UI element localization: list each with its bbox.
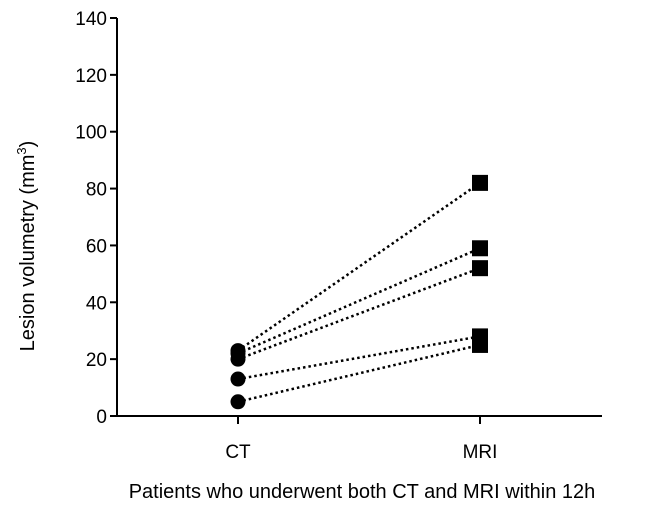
y-axis-title-text: Lesion volumetry (mm — [17, 155, 39, 352]
ct-point — [230, 351, 246, 367]
y-tick-label: 100 — [75, 123, 107, 144]
ct-point — [230, 371, 246, 387]
pair-lines — [237, 181, 481, 404]
y-axis-title-suffix: ) — [17, 141, 39, 148]
y-tick-label: 60 — [86, 236, 107, 257]
pair-line — [237, 343, 481, 404]
y-tick-label: 120 — [75, 66, 107, 87]
x-axis-title: Patients who underwent both CT and MRI w… — [129, 481, 596, 503]
pair-line — [237, 335, 481, 381]
y-tick-label: 140 — [75, 9, 107, 30]
y-axis-title: Lesion volumetry (mm3) — [14, 141, 39, 352]
y-tick-label: 0 — [96, 407, 107, 428]
pair-line — [237, 247, 481, 355]
y-tick-label: 40 — [86, 293, 107, 314]
y-axis-title-superscript: 3 — [14, 147, 29, 154]
pair-line — [237, 181, 481, 352]
mri-point — [472, 240, 488, 257]
axes: 0 20 40 60 80 100 120 140 CT MRI — [75, 9, 602, 463]
x-tick-label: MRI — [463, 442, 498, 463]
x-tick-label: CT — [225, 442, 251, 463]
ct-point — [230, 394, 246, 410]
y-tick-label: 20 — [86, 350, 107, 371]
mri-point — [472, 336, 488, 353]
data-markers — [230, 174, 488, 410]
mri-point — [472, 260, 488, 277]
mri-point — [472, 174, 488, 191]
pair-line — [237, 267, 481, 361]
y-tick-label: 80 — [86, 180, 107, 201]
